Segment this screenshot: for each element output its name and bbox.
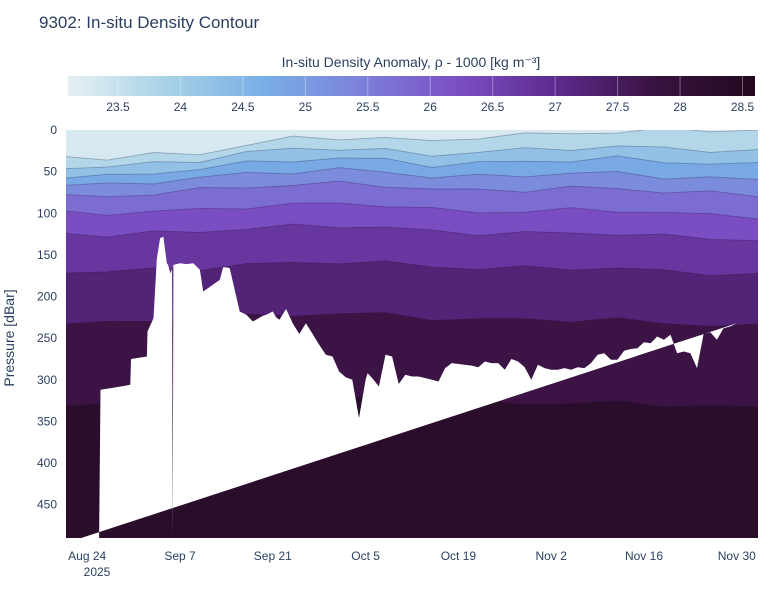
isopycnal-contour <box>66 167 758 186</box>
isopycnal-contour <box>66 202 758 220</box>
y-tick-label: 200 <box>37 290 57 304</box>
x-tick-label: Aug 24 <box>68 549 106 563</box>
y-tick-label: 0 <box>50 123 57 137</box>
plot-area <box>66 130 758 538</box>
y-tick-label: 350 <box>37 414 57 428</box>
x-tick-label: Oct 19 <box>441 549 477 563</box>
x-tick-label: Sep 21 <box>254 549 292 563</box>
colorbar-tick-label: 27 <box>548 100 562 114</box>
colorbar-tick-label: 26.5 <box>481 100 505 114</box>
colorbar-title: In-situ Density Anomaly, ρ - 1000 [kg m⁻… <box>282 54 541 70</box>
x-tick-label: Sep 7 <box>164 549 196 563</box>
y-tick-label: 150 <box>37 248 57 262</box>
colorbar-tick-label: 28 <box>673 100 687 114</box>
colorbar-tick-label: 24.5 <box>231 100 255 114</box>
colorbar-bar <box>68 76 755 96</box>
isopycnal-contour <box>66 180 758 198</box>
y-tick-label: 50 <box>44 165 58 179</box>
colorbar-tick-label: 28.5 <box>731 100 755 114</box>
x-tick-label: Nov 2 <box>536 549 568 563</box>
colorbar: In-situ Density Anomaly, ρ - 1000 [kg m⁻… <box>68 54 755 114</box>
y-tick-label: 400 <box>37 456 57 470</box>
isopycnal-contour <box>66 155 758 179</box>
x-axis-year-label: 2025 <box>84 565 111 579</box>
y-tick-label: 450 <box>37 498 57 512</box>
x-axis-ticks: Aug 24 Sep 7 Sep 21 Oct 5 Oct 19 Nov 2 Nov 16 N… <box>68 549 756 563</box>
colorbar-tick-label: 24 <box>174 100 188 114</box>
x-tick-label: Nov 30 <box>718 549 756 563</box>
chart-title: 9302: In-situ Density Contour <box>39 13 260 32</box>
y-tick-label: 300 <box>37 373 57 387</box>
y-tick-label: 100 <box>37 206 57 220</box>
isopycnal-contour <box>66 223 758 242</box>
no-data-mask <box>66 236 737 538</box>
x-tick-label: Nov 16 <box>625 549 663 563</box>
colorbar-tick-label: 23.5 <box>106 100 130 114</box>
y-axis-ticks: 0 50 100 150 200 250 300 350 400 450 <box>37 123 57 512</box>
isopycnal-contour <box>66 145 758 170</box>
colorbar-tick-label: 27.5 <box>606 100 630 114</box>
y-axis-title: Pressure [dBar] <box>1 289 17 386</box>
colorbar-ticks: 23.5 24 24.5 25 25.5 26 26.5 27 27.5 28 28.5 <box>106 76 755 114</box>
isopycnal-contour <box>66 130 758 161</box>
y-tick-label: 250 <box>37 331 57 345</box>
colorbar-tick-label: 25.5 <box>356 100 380 114</box>
colorbar-tick-label: 25 <box>299 100 313 114</box>
colorbar-tick-label: 26 <box>424 100 438 114</box>
x-tick-label: Oct 5 <box>351 549 380 563</box>
